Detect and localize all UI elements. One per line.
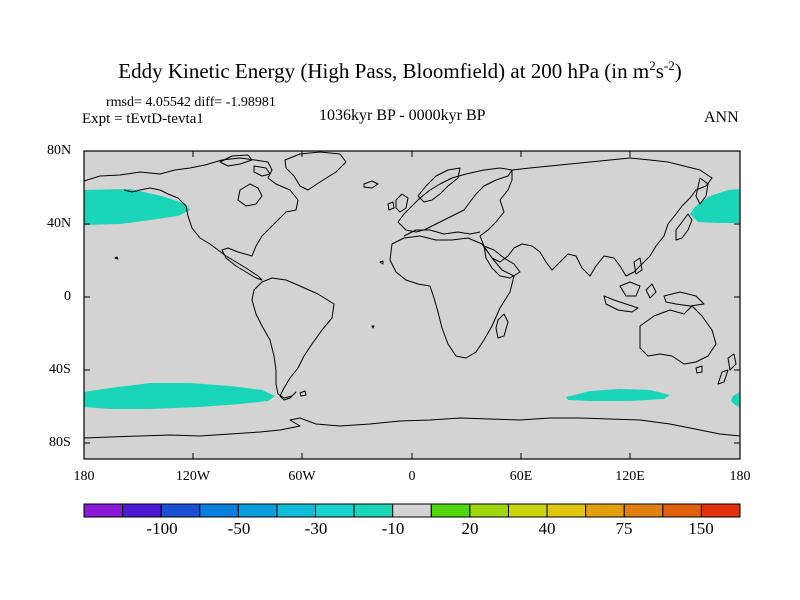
coast-greenland bbox=[284, 151, 347, 191]
colorbar-swatch bbox=[662, 503, 702, 518]
coast-british-isles bbox=[387, 193, 409, 213]
coast-africa bbox=[389, 235, 515, 359]
lat-label-40s: 40S bbox=[49, 362, 71, 377]
coast-australia bbox=[639, 305, 717, 365]
anomaly-north-pacific-east bbox=[84, 189, 190, 225]
coast-arabia bbox=[483, 245, 521, 279]
title-exponent-1: 2 bbox=[649, 58, 656, 73]
colorbar-label: 75 bbox=[615, 519, 633, 538]
lon-label-60e: 60E bbox=[509, 469, 533, 484]
period-label: 1036kyr BP - 0000kyr BP bbox=[319, 107, 486, 124]
title-exponent-2: -2 bbox=[663, 58, 675, 73]
colorbar bbox=[83, 503, 741, 518]
coast-madagascar bbox=[495, 313, 509, 339]
season-label: ANN bbox=[704, 109, 739, 126]
colorbar-swatch bbox=[469, 503, 509, 518]
colorbar-swatch bbox=[199, 503, 239, 518]
title-unit-s: s bbox=[655, 59, 664, 83]
colorbar-swatch bbox=[237, 503, 278, 518]
lon-label-120w: 120W bbox=[175, 469, 211, 484]
lon-label-60w: 60W bbox=[288, 469, 316, 484]
colorbar-swatch bbox=[585, 503, 625, 518]
colorbar-swatch bbox=[315, 503, 355, 518]
coast-falklands bbox=[299, 390, 307, 397]
colorbar-label: -30 bbox=[304, 519, 328, 538]
colorbar-swatch bbox=[700, 503, 741, 518]
colorbar-swatch bbox=[122, 503, 162, 518]
coast-iceland bbox=[363, 180, 379, 189]
lat-label-equator: 0 bbox=[64, 289, 71, 304]
colorbar-swatch bbox=[507, 503, 548, 518]
coast-north-america bbox=[83, 157, 299, 281]
colorbar-swatch bbox=[160, 503, 201, 518]
colorbar-label: -100 bbox=[146, 519, 178, 538]
coast-arctic-islands bbox=[219, 154, 271, 177]
coast-new-zealand bbox=[717, 353, 737, 385]
map-background bbox=[84, 151, 740, 459]
anomaly-southwest-pacific-edge bbox=[731, 392, 740, 407]
title-close: ) bbox=[674, 59, 682, 83]
anomaly-regions bbox=[84, 189, 740, 409]
coast-asia bbox=[479, 157, 713, 277]
coast-mediterranean bbox=[403, 229, 481, 237]
figure-title: Eddy Kinetic Energy (High Pass, Bloomfie… bbox=[0, 58, 800, 84]
experiment-label: Expt = tEvtD-tevta1 bbox=[82, 111, 204, 127]
coast-small-islands bbox=[114, 256, 384, 329]
anomaly-south-indian bbox=[566, 389, 670, 401]
map-ticks bbox=[83, 150, 741, 459]
coast-south-america bbox=[251, 277, 335, 401]
anomaly-north-pacific-west bbox=[690, 189, 740, 223]
colorbar-label: 150 bbox=[688, 519, 714, 538]
colorbar-label: -50 bbox=[227, 519, 251, 538]
colorbar-swatch bbox=[83, 503, 124, 518]
coast-antarctica bbox=[83, 417, 741, 439]
colorbar-label: 20 bbox=[461, 519, 479, 538]
lat-label-40n: 40N bbox=[47, 216, 72, 231]
coast-hudson-bay bbox=[237, 183, 263, 207]
coast-scandinavia bbox=[417, 167, 461, 203]
anomaly-south-pacific bbox=[84, 383, 275, 409]
colorbar-swatch bbox=[353, 503, 394, 518]
colorbar-swatch bbox=[623, 503, 664, 518]
lon-label-180-west: 180 bbox=[73, 469, 95, 484]
coastlines bbox=[83, 151, 741, 439]
coast-europe bbox=[397, 167, 513, 233]
coast-tasmania bbox=[695, 365, 703, 374]
lon-label-120e: 120E bbox=[615, 469, 645, 484]
colorbar-swatch bbox=[430, 503, 471, 518]
colorbar-label: 40 bbox=[538, 519, 556, 538]
coast-maritime-se-asia bbox=[603, 257, 705, 313]
lat-label-80s: 80S bbox=[49, 435, 71, 450]
stats-label: rmsd= 4.05542 diff= -1.98981 bbox=[106, 95, 276, 110]
coast-japan bbox=[675, 213, 693, 241]
title-text: Eddy Kinetic Energy (High Pass, Bloomfie… bbox=[118, 59, 650, 83]
lon-label-180-east: 180 bbox=[729, 469, 751, 484]
coast-kamchatka bbox=[695, 177, 709, 205]
colorbar-swatch bbox=[392, 503, 432, 518]
lon-label-0: 0 bbox=[408, 469, 416, 484]
colorbar-swatch bbox=[276, 503, 317, 518]
colorbar-label: -10 bbox=[381, 519, 405, 538]
lat-label-80n: 80N bbox=[47, 143, 72, 158]
colorbar-swatch bbox=[546, 503, 587, 518]
